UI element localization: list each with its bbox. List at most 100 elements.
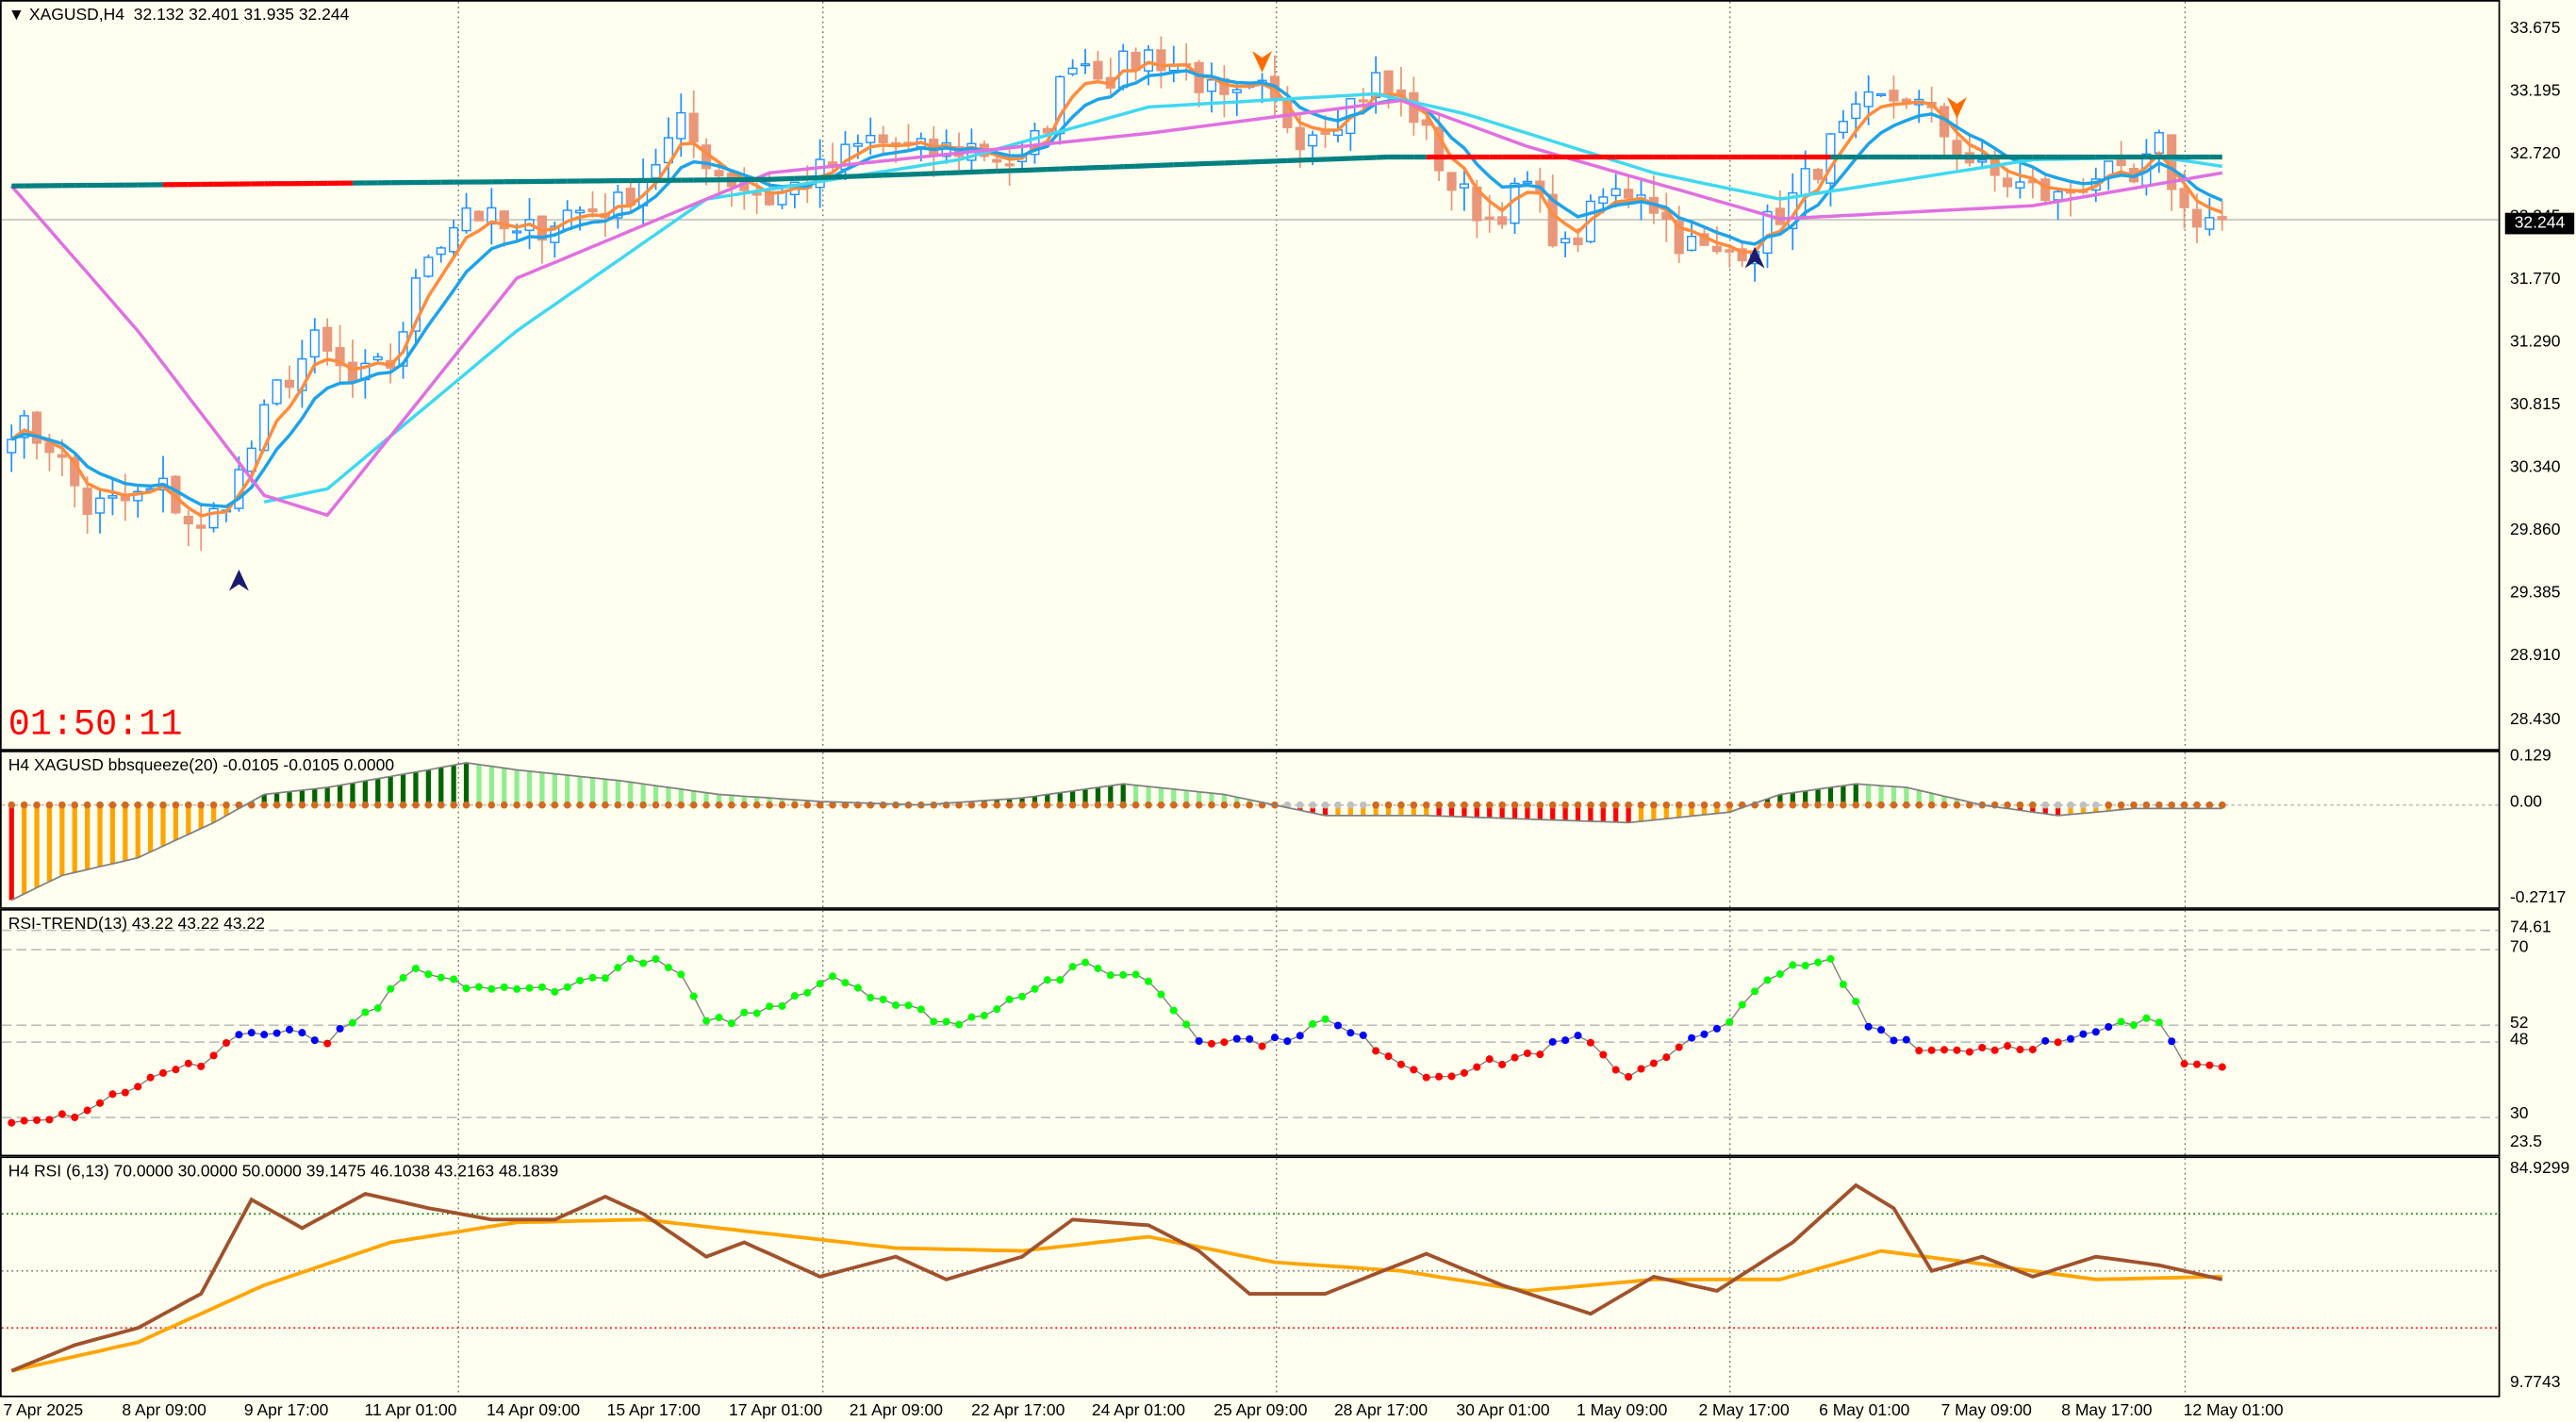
squeeze-dot xyxy=(58,801,66,809)
rsi-trend-dot xyxy=(867,993,875,1002)
price-tick-label: 33.195 xyxy=(2509,82,2561,102)
candle-body xyxy=(866,134,876,143)
candle-body xyxy=(1143,49,1154,72)
rsi-trend-dot xyxy=(1801,961,1809,970)
bbsqueeze-pane[interactable]: H4 XAGUSD bbsqueeze(20) -0.0105 -0.0105 … xyxy=(0,750,2501,909)
rsi-trend-dot xyxy=(1789,961,1797,969)
price-tick-label: 31.290 xyxy=(2509,333,2561,353)
squeeze-dot xyxy=(1574,801,1582,809)
chart-menu-icon[interactable]: ▼ xyxy=(8,6,25,25)
rsi-trend-dot xyxy=(1460,1068,1468,1077)
candle-body xyxy=(1446,172,1457,191)
rsi-tick-label: 9.7743 xyxy=(2509,1374,2561,1393)
squeeze-dot xyxy=(349,801,356,809)
squeeze-dot xyxy=(1082,801,1089,809)
squeeze-dot xyxy=(803,801,812,809)
ohlc-readout: 32.132 32.401 31.935 32.244 xyxy=(133,6,350,25)
price-chart-pane[interactable]: ▼ XAGUSD,H4 32.132 32.401 31.935 32.244 … xyxy=(0,0,2501,751)
rsi-trend-dot xyxy=(1207,1039,1216,1048)
squeeze-dot xyxy=(2028,801,2037,809)
rsi-trend-dot xyxy=(197,1062,206,1070)
time-axis[interactable]: 7 Apr 2025 8 Apr 09:00 9 Apr 17:00 11 Apr 0… xyxy=(0,1397,2576,1422)
time-tick-label: 28 Apr 17:00 xyxy=(1333,1401,1428,1421)
rsi-trend-dot xyxy=(790,992,799,1000)
rsi-trend-dot xyxy=(1056,976,1065,984)
rsi-trend-dot xyxy=(1688,1033,1696,1042)
price-axis[interactable]: 33.67533.19532.72032.24531.77031.29030.8… xyxy=(2500,0,2576,751)
rsi-trend-dot xyxy=(2205,1061,2214,1069)
squeeze-dot xyxy=(829,801,836,809)
rsi-trend-dot xyxy=(803,988,812,997)
candle-body xyxy=(183,516,193,525)
squeeze-dot xyxy=(513,801,520,809)
rsi-trend-dot xyxy=(1561,1036,1570,1045)
squeeze-dot xyxy=(1789,801,1797,809)
rsi-trend-dot xyxy=(1232,1034,1241,1043)
rsi-trend-dot xyxy=(1852,998,1860,1006)
squeeze-dot xyxy=(2205,801,2214,809)
squeeze-dot xyxy=(1611,801,1620,809)
rsi-trend-dot xyxy=(235,1031,243,1039)
squeeze-dot xyxy=(2054,801,2062,809)
rsi-trend-pane[interactable]: RSI-TREND(13) 43.22 43.22 43.22 xyxy=(0,908,2501,1157)
rsi-trend-dot xyxy=(1182,1020,1191,1029)
rsi-trend-dot xyxy=(1902,1035,1910,1044)
candle-body xyxy=(246,447,256,472)
bbsqueeze-svg xyxy=(1,752,2499,908)
rsi-trend-dot xyxy=(222,1039,231,1048)
time-tick-label: 12 May 01:00 xyxy=(2183,1401,2284,1421)
rsi-trend-dot xyxy=(2142,1014,2151,1022)
squeeze-dot xyxy=(387,801,395,809)
fast-moving-average-line xyxy=(10,60,2223,518)
bbsqueeze-title: H4 XAGUSD bbsqueeze(20) -0.0105 -0.0105 … xyxy=(8,756,395,776)
rsi-pane[interactable]: H4 RSI (6,13) 70.0000 30.0000 50.0000 39… xyxy=(0,1156,2501,1397)
rsi-trend-dot xyxy=(83,1106,91,1115)
rsi-trend-dot xyxy=(916,1005,925,1014)
squeeze-dot xyxy=(2041,801,2050,809)
squeeze-dot xyxy=(626,801,635,809)
rsi-trend-dot xyxy=(450,975,458,984)
rsi-trend-dot xyxy=(740,1008,749,1017)
time-tick-label: 7 Apr 2025 xyxy=(3,1401,84,1421)
time-tick-label: 15 Apr 17:00 xyxy=(606,1401,701,1421)
time-tick-label: 17 Apr 01:00 xyxy=(729,1401,823,1421)
squeeze-dot xyxy=(412,801,420,809)
rsi-trend-dot xyxy=(879,995,887,1003)
rsi-trend-axis[interactable]: 74.61 70 52 48 30 23.5 xyxy=(2500,908,2576,1157)
rsi-trend-dot xyxy=(387,984,395,993)
candle-body xyxy=(2217,216,2227,221)
rsi-trend-dot xyxy=(1296,1032,1304,1040)
rsi-trend-dot xyxy=(1625,1072,1633,1081)
squeeze-dot xyxy=(1220,801,1229,809)
candle-body xyxy=(1308,134,1318,147)
rsi-trend-dot xyxy=(1864,1022,1873,1031)
time-tick-label: 8 May 17:00 xyxy=(2061,1401,2153,1421)
squeeze-dot xyxy=(146,801,155,809)
rsi-trend-dot xyxy=(1410,1066,1418,1074)
squeeze-dot xyxy=(1005,801,1014,809)
rsi-trend-dot xyxy=(1422,1073,1430,1082)
candle-body xyxy=(1851,103,1861,120)
candle-body xyxy=(133,490,143,502)
squeeze-dot xyxy=(1700,801,1709,809)
squeeze-dot xyxy=(1208,801,1215,809)
candle-body xyxy=(322,326,333,352)
bbsqueeze-axis[interactable]: 0.129 0.00 -0.2717 xyxy=(2500,749,2576,909)
candle-body xyxy=(1295,126,1305,151)
rsi-trend-dot xyxy=(1498,1060,1507,1068)
squeeze-dot xyxy=(2193,801,2201,809)
candle-body xyxy=(878,134,888,144)
squeeze-dot xyxy=(223,801,230,809)
squeeze-dot xyxy=(2130,801,2138,809)
squeeze-dot xyxy=(209,801,218,809)
rsi-trend-dot xyxy=(1157,990,1165,999)
squeeze-dot xyxy=(1524,801,1531,809)
candle-body xyxy=(1863,91,1874,107)
squeeze-dot xyxy=(197,801,206,809)
squeeze-dot xyxy=(1940,801,1948,809)
rsi-axis[interactable]: 84.9299 9.7743 xyxy=(2500,1156,2576,1397)
squeeze-dot xyxy=(639,801,647,809)
squeeze-dot xyxy=(551,801,559,809)
candle-body xyxy=(423,256,434,277)
